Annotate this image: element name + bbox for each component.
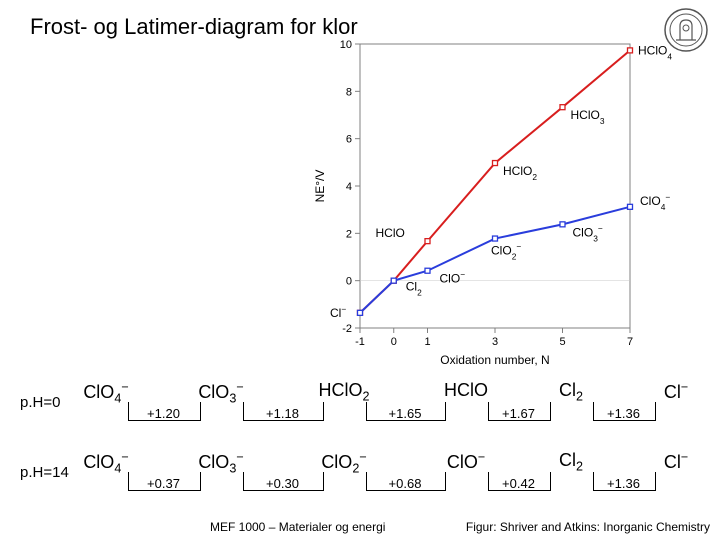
species-label: ClO3− (198, 450, 243, 476)
svg-text:8: 8 (346, 86, 352, 98)
svg-text:0: 0 (346, 276, 352, 288)
latimer-row: ClO4− ClO3− HClO2 HClO Cl2 Cl− +1.20 +1.18 +1.65… (76, 380, 716, 420)
potential-value: +1.36 (607, 406, 640, 421)
svg-text:1: 1 (424, 336, 430, 348)
svg-text:5: 5 (559, 336, 565, 348)
ph-label: p.H=14 (20, 450, 76, 481)
svg-text:HClO4: HClO4 (638, 43, 672, 61)
species-label: Cl− (664, 380, 688, 403)
species-label: ClO3− (198, 380, 243, 406)
svg-text:ClO3−: ClO3− (573, 223, 603, 243)
potential-value: +1.65 (389, 406, 422, 421)
species-label: HClO2 (318, 380, 369, 404)
species-label: ClO4− (83, 450, 128, 476)
svg-text:HClO3: HClO3 (571, 108, 605, 126)
species-label: ClO− (447, 450, 485, 473)
species-label: HClO (444, 380, 488, 401)
svg-text:10: 10 (340, 39, 352, 51)
svg-text:-1: -1 (355, 336, 365, 348)
species-label: ClO2− (321, 450, 366, 476)
ph-label: p.H=0 (20, 380, 76, 411)
svg-text:ClO4−: ClO4− (640, 192, 670, 212)
svg-text:6: 6 (346, 134, 352, 146)
footer-credit: Figur: Shriver and Atkins: Inorganic Che… (466, 520, 710, 534)
footer-course: MEF 1000 – Materialer og energi (210, 520, 385, 534)
potential-value: +0.30 (266, 476, 299, 491)
potential-value: +0.68 (389, 476, 422, 491)
species-label: Cl2 (559, 380, 583, 404)
latimer-ph0: p.H=0 ClO4− ClO3− HClO2 HClO Cl2 Cl− +1.20 +1.1… (20, 380, 716, 420)
svg-text:4: 4 (346, 181, 352, 193)
latimer-row: ClO4− ClO3− ClO2− ClO− Cl2 Cl− +0.37 +0.30 +0.68… (76, 450, 716, 490)
species-label: Cl− (664, 450, 688, 473)
potential-value: +1.20 (147, 406, 180, 421)
potential-value: +1.18 (266, 406, 299, 421)
svg-text:NE°/V: NE°/V (313, 170, 327, 203)
potential-value: +0.42 (502, 476, 535, 491)
svg-text:-2: -2 (342, 323, 352, 335)
svg-text:HClO2: HClO2 (503, 164, 537, 182)
svg-text:Oxidation number, N: Oxidation number, N (440, 353, 549, 367)
potential-value: +1.36 (607, 476, 640, 491)
svg-text:ClO2−: ClO2− (491, 242, 521, 262)
potential-value: +1.67 (502, 406, 535, 421)
svg-text:3: 3 (492, 336, 498, 348)
svg-text:0: 0 (391, 336, 397, 348)
latimer-ph14: p.H=14 ClO4− ClO3− ClO2− ClO− Cl2 Cl− +0.37 +0.… (20, 450, 716, 490)
svg-text:2: 2 (346, 228, 352, 240)
svg-text:ClO−: ClO− (440, 270, 466, 286)
slide: Frost- og Latimer-diagram for klor -2 0 2 4… (0, 0, 720, 540)
species-label: ClO4− (83, 380, 128, 406)
svg-text:HClO: HClO (376, 226, 405, 240)
slide-title: Frost- og Latimer-diagram for klor (30, 14, 358, 40)
potential-value: +0.37 (147, 476, 180, 491)
svg-text:Cl2: Cl2 (406, 280, 422, 298)
svg-text:7: 7 (627, 336, 633, 348)
svg-text:Cl−: Cl− (330, 304, 346, 320)
species-label: Cl2 (559, 450, 583, 474)
frost-diagram-chart: -2 0 2 4 6 8 10 -1 0 1 3 5 7 Oxidation number, N NE°/V… (310, 30, 690, 370)
